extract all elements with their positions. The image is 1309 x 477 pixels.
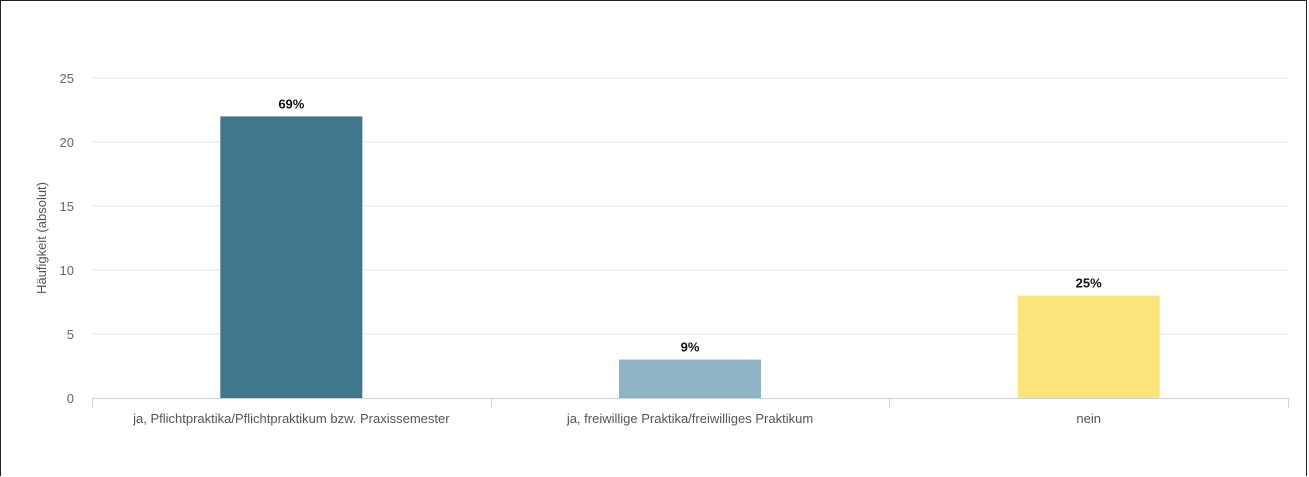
x-tick-label: nein: [1076, 411, 1101, 426]
data-label: 69%: [278, 96, 304, 111]
y-tick-label: 15: [60, 199, 74, 214]
y-axis-ticks: 0 5 10 15 20 25: [60, 71, 74, 406]
x-axis: ja, Pflichtpraktika/Pflichtpraktikum bzw…: [92, 398, 1289, 426]
y-tick-label: 5: [67, 327, 74, 342]
y-tick-label: 0: [67, 391, 74, 406]
bar: [619, 359, 761, 398]
data-label: 25%: [1076, 276, 1102, 291]
x-tick-label: ja, freiwillige Praktika/freiwilliges Pr…: [566, 411, 813, 426]
x-tick-label: ja, Pflichtpraktika/Pflichtpraktikum bzw…: [132, 411, 450, 426]
y-tick-label: 10: [60, 263, 74, 278]
bar: [1017, 295, 1160, 398]
bar: [220, 116, 363, 399]
bars: [220, 116, 1160, 399]
y-axis-label: Häufigkeit (absolut): [34, 182, 49, 294]
y-tick-label: 25: [60, 71, 74, 86]
y-tick-label: 20: [60, 135, 74, 150]
data-labels: 69% 9% 25%: [278, 96, 1102, 354]
data-label: 9%: [681, 340, 700, 355]
